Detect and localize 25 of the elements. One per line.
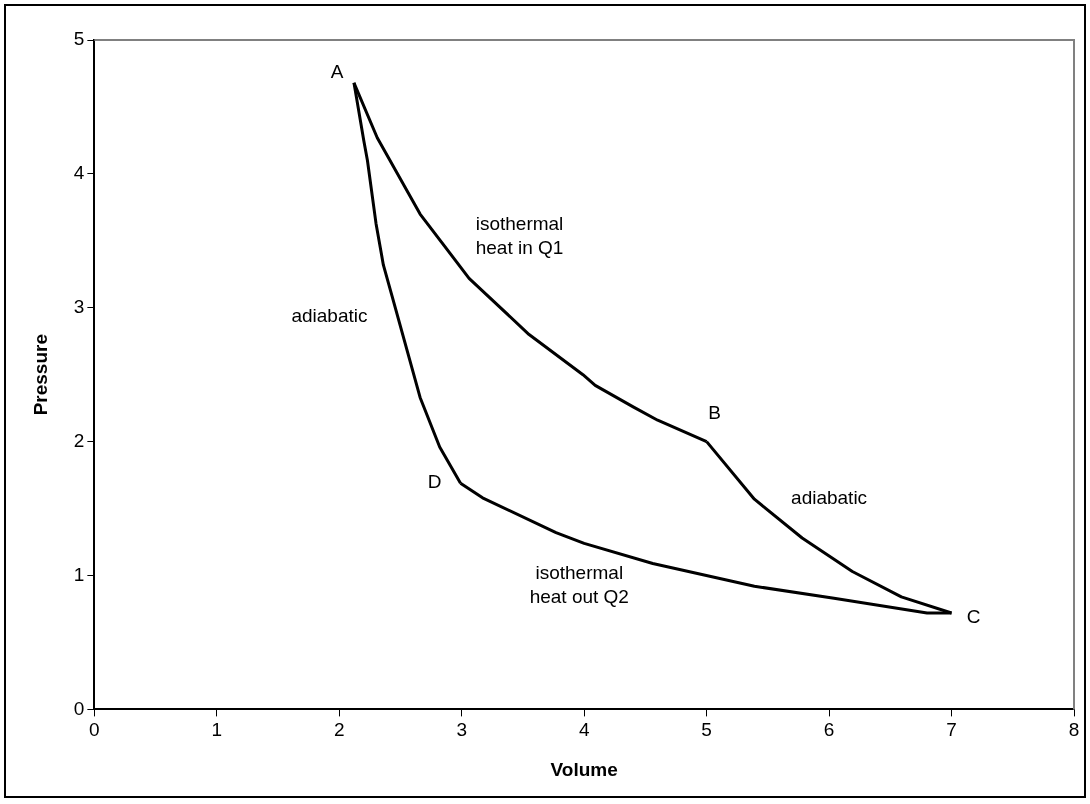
annotation: C: [966, 606, 981, 628]
y-tick-label: 3: [73, 295, 85, 317]
x-tick-label: 6: [823, 719, 835, 741]
y-tick-label: 1: [73, 563, 85, 585]
y-axis-title: Pressure: [29, 334, 51, 416]
x-tick-label: 5: [701, 719, 712, 741]
y-tick-label: 4: [73, 162, 85, 184]
x-tick-label: 3: [456, 719, 468, 741]
annotation: isothermal heat out Q2: [529, 562, 629, 608]
annotation: adiabatic: [791, 487, 868, 509]
y-tick-label: 2: [73, 429, 85, 451]
x-tick-label: 0: [89, 719, 100, 741]
annotation: D: [427, 471, 442, 493]
x-tick-label: 4: [578, 719, 590, 741]
x-axis-title: Volume: [550, 758, 618, 780]
annotation: A: [330, 61, 344, 83]
x-tick-label: 1: [211, 719, 223, 741]
annotation: B: [708, 401, 721, 423]
annotation: isothermal heat in Q1: [475, 213, 564, 259]
y-tick-label: 5: [73, 28, 85, 50]
y-tick-label: 0: [73, 697, 85, 719]
x-tick-label: 8: [1068, 719, 1080, 741]
x-tick-label: 2: [333, 719, 345, 741]
annotation: adiabatic: [291, 305, 368, 327]
x-tick-label: 7: [946, 719, 957, 741]
